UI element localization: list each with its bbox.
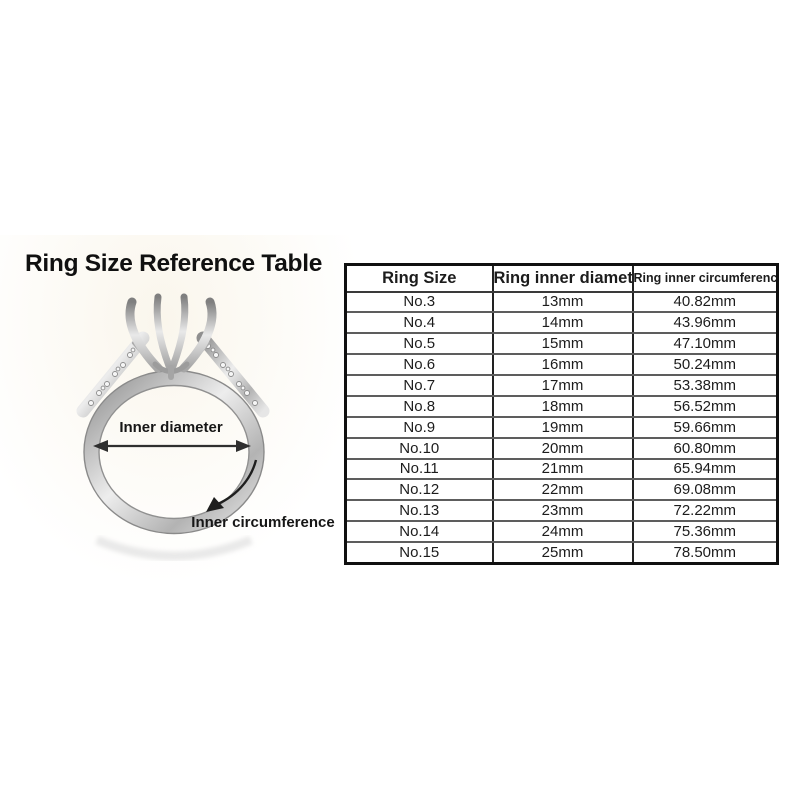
cell-inner-circumference: 40.82mm [631,290,779,314]
table-row: No.8 18mm 56.52mm [344,394,779,418]
table-row: No.11 21mm 65.94mm [344,457,779,481]
cell-inner-circumference: 53.38mm [631,374,779,397]
cell-inner-diameter: 18mm [491,394,634,418]
ring-reflection [95,535,253,561]
cell-inner-diameter: 23mm [491,499,634,523]
ring-photo: Inner diameter Inner circumference [76,293,335,561]
cell-inner-circumference: 75.36mm [631,520,779,543]
cell-inner-circumference: 47.10mm [631,332,779,356]
ring-shoulders [76,331,270,418]
arrowhead-curved [206,497,224,512]
table-row: No.10 20mm 60.80mm [344,436,779,460]
table-row: No.15 25mm 78.50mm [344,541,779,565]
cell-ring-size: No.13 [344,499,494,523]
cell-inner-diameter: 22mm [491,478,634,502]
col-header-inner-circumference: Ring inner circumference [631,263,779,293]
cell-ring-size: No.4 [344,311,494,335]
cell-inner-diameter: 17mm [491,374,634,397]
col-header-ring-size: Ring Size [344,263,494,293]
table-row: No.5 15mm 47.10mm [344,332,779,356]
cell-ring-size: No.5 [344,332,494,356]
cell-inner-circumference: 56.52mm [631,394,779,418]
arrowhead-right [236,440,251,452]
table-row: No.9 19mm 59.66mm [344,415,779,439]
cell-inner-circumference: 78.50mm [631,541,779,565]
cell-inner-diameter: 25mm [491,541,634,565]
ring-illustration: Inner diameter Inner circumference [55,280,345,575]
cell-ring-size: No.11 [344,457,494,481]
cell-ring-size: No.10 [344,436,494,460]
table-row: No.7 17mm 53.38mm [344,374,779,397]
ring-prongs [125,293,217,380]
ring-band [83,369,265,535]
cell-ring-size: No.6 [344,353,494,376]
cell-inner-circumference: 43.96mm [631,311,779,335]
cell-ring-size: No.7 [344,374,494,397]
cell-ring-size: No.15 [344,541,494,565]
cell-inner-diameter: 16mm [491,353,634,376]
cell-inner-diameter: 19mm [491,415,634,439]
cell-inner-diameter: 24mm [491,520,634,543]
cell-inner-diameter: 21mm [491,457,634,481]
table-header-row: Ring Size Ring inner diameter Ring inner… [344,263,779,293]
table-body: No.3 13mm 40.82mm No.4 14mm 43.96mm No.5… [344,290,779,565]
cell-ring-size: No.14 [344,520,494,543]
ring-size-table: Ring Size Ring inner diameter Ring inner… [344,263,779,565]
arrowhead-left [93,440,108,452]
cell-ring-size: No.9 [344,415,494,439]
inner-diameter-arrow [93,440,251,452]
table-row: No.14 24mm 75.36mm [344,520,779,543]
cell-inner-diameter: 13mm [491,290,634,314]
cell-inner-diameter: 15mm [491,332,634,356]
inner-diameter-label: Inner diameter [119,419,223,436]
table-row: No.12 22mm 69.08mm [344,478,779,502]
cell-inner-circumference: 60.80mm [631,436,779,460]
cell-inner-diameter: 20mm [491,436,634,460]
cell-ring-size: No.8 [344,394,494,418]
col-header-inner-diameter: Ring inner diameter [491,263,634,293]
cell-inner-circumference: 65.94mm [631,457,779,481]
cell-inner-circumference: 59.66mm [631,415,779,439]
cell-inner-circumference: 72.22mm [631,499,779,523]
cell-inner-diameter: 14mm [491,311,634,335]
page-title: Ring Size Reference Table [25,250,323,277]
inner-circumference-arrow [206,459,258,512]
table-row: No.3 13mm 40.82mm [344,290,779,314]
table-row: No.4 14mm 43.96mm [344,311,779,335]
inner-circumference-label: Inner circumference [191,514,334,531]
cell-inner-circumference: 69.08mm [631,478,779,502]
table-row: No.6 16mm 50.24mm [344,353,779,376]
cell-inner-circumference: 50.24mm [631,353,779,376]
table-row: No.13 23mm 72.22mm [344,499,779,523]
cell-ring-size: No.3 [344,290,494,314]
cell-ring-size: No.12 [344,478,494,502]
